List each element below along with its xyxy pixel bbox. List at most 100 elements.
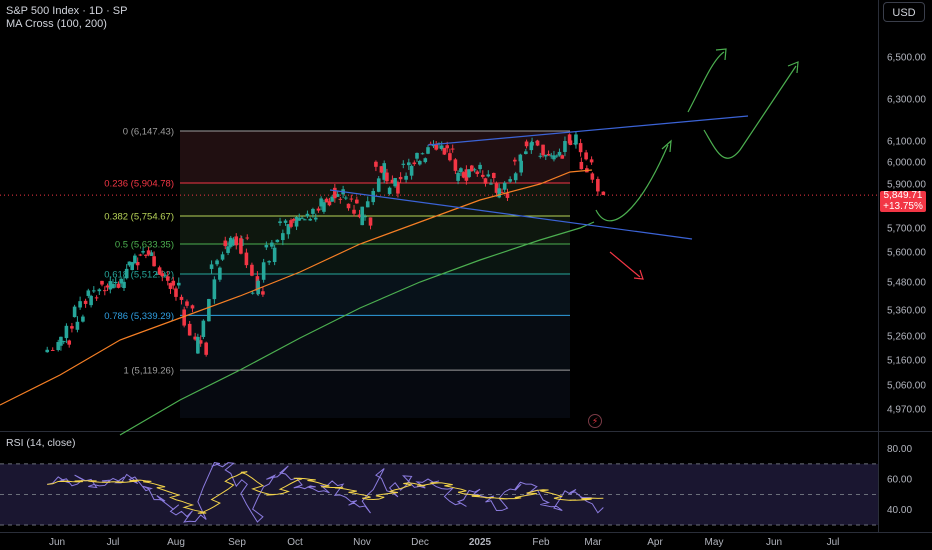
price-tick-label: 5,480.00 — [887, 278, 926, 289]
candle-body — [176, 282, 181, 286]
candle-body — [179, 296, 184, 300]
candle-body — [144, 254, 148, 256]
candle-body — [434, 144, 438, 150]
rsi-tick-label: 80.00 — [887, 444, 912, 455]
candle-body — [92, 290, 96, 292]
candle-body — [461, 172, 466, 178]
fib-level-label: 0 (6,147.43) — [123, 127, 174, 138]
symbol-title[interactable]: S&P 500 Index · 1D · SP — [6, 5, 128, 17]
candle-body — [346, 203, 351, 209]
candle-body — [418, 161, 422, 165]
candle-body — [261, 291, 265, 295]
candle-body — [201, 320, 206, 337]
candle-body — [78, 301, 82, 308]
candle-body — [524, 141, 529, 147]
candle-body — [563, 141, 567, 152]
price-tick-label: 6,500.00 — [887, 53, 926, 64]
candle-body — [168, 283, 173, 289]
candle-body — [423, 158, 428, 163]
candle-body — [560, 155, 565, 159]
candle-body — [472, 169, 477, 171]
candle-body — [486, 174, 491, 177]
candle-body — [360, 206, 365, 226]
candle-body — [518, 154, 523, 162]
candle-body — [256, 280, 260, 295]
candle-body — [324, 198, 329, 203]
candle-body — [45, 349, 50, 353]
price-tick-label: 5,600.00 — [887, 248, 926, 259]
candle-body — [297, 218, 302, 221]
candle-body — [352, 209, 356, 214]
candle-body — [480, 174, 485, 177]
fib-level-label: 0.5 (5,633.35) — [115, 239, 174, 250]
time-tick-label: Jun — [766, 537, 782, 548]
candle-body — [56, 342, 61, 351]
bearish-projection — [609, 251, 641, 278]
candle-body — [513, 173, 518, 181]
candle-body — [278, 221, 282, 224]
candle-body — [182, 309, 186, 326]
candle-body — [554, 155, 559, 157]
channel-upper-line — [427, 115, 749, 146]
candle-body — [376, 178, 381, 192]
candle-body — [270, 242, 274, 247]
candle-body — [497, 188, 501, 198]
candle-body — [401, 163, 406, 165]
candle-body — [116, 283, 121, 288]
candle-body — [396, 182, 400, 194]
price-tick-label: 6,100.00 — [887, 137, 926, 148]
candle-body — [89, 295, 93, 306]
lightning-icon[interactable]: ⚡ — [588, 414, 602, 428]
candle-body — [368, 217, 373, 226]
candle-body — [543, 154, 548, 157]
candle-body — [215, 260, 219, 265]
fib-zone — [180, 243, 570, 274]
price-tick-label: 6,300.00 — [887, 95, 926, 106]
candle-body — [398, 176, 403, 180]
projection-arrowhead — [787, 61, 799, 74]
fib-zone — [180, 131, 570, 183]
time-tick-label: Jun — [49, 537, 65, 548]
candle-body — [105, 285, 110, 288]
candle-body — [549, 155, 554, 157]
candle-body — [198, 340, 203, 344]
candle-body — [494, 183, 499, 193]
price-tick-label: 5,900.00 — [887, 180, 926, 191]
price-tick-label: 4,970.00 — [887, 405, 926, 416]
candle-body — [338, 198, 343, 200]
time-tick-label: Nov — [353, 537, 371, 548]
candle-body — [220, 254, 225, 260]
currency-button[interactable]: USD — [883, 2, 925, 22]
candle-body — [218, 267, 222, 280]
candle-body — [311, 208, 315, 214]
candle-body — [322, 202, 326, 212]
candle-body — [291, 219, 296, 221]
candle-body — [519, 160, 523, 173]
candle-body — [207, 298, 211, 322]
candle-body — [313, 217, 318, 220]
candle-body — [228, 237, 233, 247]
candle-body — [442, 147, 447, 155]
rsi-tick-label: 40.00 — [887, 505, 912, 516]
candle-body — [355, 199, 359, 204]
candle-body — [97, 289, 102, 292]
candle-body — [302, 219, 307, 221]
candle-body — [94, 297, 99, 299]
candle-body — [502, 182, 507, 190]
candle-body — [204, 342, 208, 355]
candle-body — [146, 250, 151, 255]
projection-arrowhead — [661, 139, 672, 153]
price-tick-label: 6,000.00 — [887, 158, 926, 169]
candle-body — [535, 140, 540, 146]
candle-body — [524, 151, 528, 155]
rsi-label[interactable]: RSI (14, close) — [6, 437, 76, 449]
projection-path — [703, 65, 797, 159]
candle-body — [138, 254, 143, 256]
candle-body — [113, 281, 118, 284]
candle-body — [529, 142, 534, 151]
time-tick-label: Aug — [167, 537, 185, 548]
channel-lower-line — [329, 189, 693, 240]
candle-body — [244, 252, 249, 266]
indicator-label[interactable]: MA Cross (100, 200) — [6, 18, 107, 30]
